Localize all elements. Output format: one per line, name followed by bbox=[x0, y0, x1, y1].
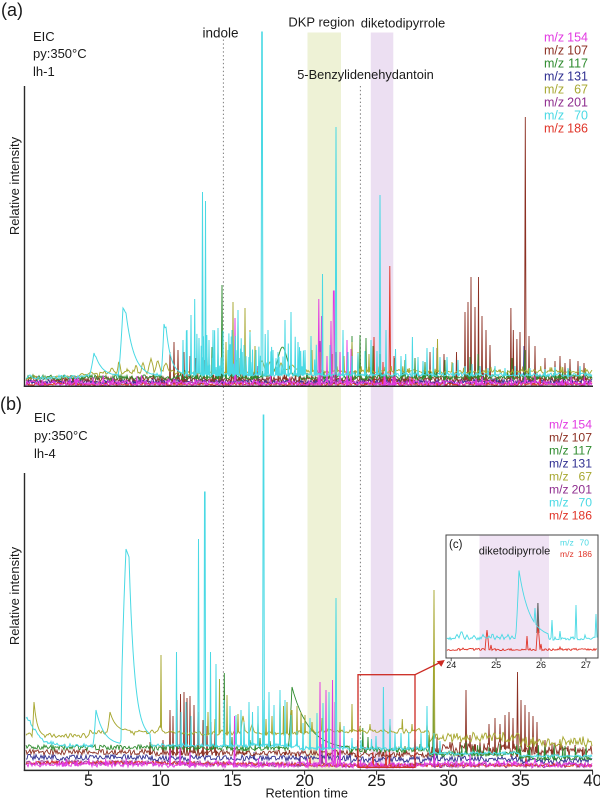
svg-text:py:350°C: py:350°C bbox=[33, 46, 87, 61]
svg-text:10: 10 bbox=[151, 772, 169, 790]
svg-text:Relative intensity: Relative intensity bbox=[7, 136, 22, 235]
svg-text:m/z: m/z bbox=[560, 549, 574, 559]
svg-text:27: 27 bbox=[581, 660, 591, 670]
svg-text:lh-4: lh-4 bbox=[34, 446, 56, 461]
svg-text:indole: indole bbox=[202, 26, 238, 41]
svg-text:m/z: m/z bbox=[549, 418, 569, 432]
svg-text:m/z: m/z bbox=[560, 538, 574, 548]
svg-text:201: 201 bbox=[567, 96, 588, 110]
svg-text:67: 67 bbox=[578, 470, 592, 484]
svg-text:154: 154 bbox=[572, 418, 593, 432]
svg-text:EIC: EIC bbox=[33, 29, 55, 44]
svg-text:m/z: m/z bbox=[544, 57, 564, 71]
svg-text:m/z: m/z bbox=[549, 483, 569, 497]
svg-text:25: 25 bbox=[367, 772, 385, 790]
svg-text:(a): (a) bbox=[1, 0, 23, 20]
svg-text:186: 186 bbox=[578, 549, 592, 559]
svg-text:py:350°C: py:350°C bbox=[34, 428, 88, 443]
svg-text:m/z: m/z bbox=[544, 109, 564, 123]
svg-text:26: 26 bbox=[536, 660, 546, 670]
svg-text:m/z: m/z bbox=[549, 470, 569, 484]
svg-text:(c): (c) bbox=[449, 539, 463, 551]
svg-text:70: 70 bbox=[578, 496, 592, 510]
svg-text:DKP region: DKP region bbox=[288, 15, 354, 30]
svg-text:107: 107 bbox=[567, 44, 588, 58]
svg-text:15: 15 bbox=[223, 772, 241, 790]
svg-text:m/z: m/z bbox=[549, 509, 569, 523]
svg-text:Retention time: Retention time bbox=[265, 786, 348, 801]
svg-text:m/z: m/z bbox=[544, 96, 564, 110]
svg-text:186: 186 bbox=[567, 122, 588, 136]
svg-text:30: 30 bbox=[439, 772, 457, 790]
svg-text:117: 117 bbox=[573, 444, 593, 458]
svg-text:201: 201 bbox=[572, 483, 593, 497]
svg-text:m/z: m/z bbox=[544, 70, 564, 84]
svg-text:m/z: m/z bbox=[549, 444, 569, 458]
svg-text:24: 24 bbox=[446, 660, 456, 670]
svg-text:m/z: m/z bbox=[549, 431, 569, 445]
svg-text:154: 154 bbox=[567, 31, 588, 45]
svg-text:m/z: m/z bbox=[544, 44, 564, 58]
svg-text:m/z: m/z bbox=[544, 31, 564, 45]
svg-text:m/z: m/z bbox=[544, 122, 564, 136]
svg-text:diketodipyrrole: diketodipyrrole bbox=[479, 546, 551, 558]
svg-text:186: 186 bbox=[572, 509, 593, 523]
svg-text:67: 67 bbox=[574, 83, 588, 97]
svg-text:EIC: EIC bbox=[34, 410, 56, 425]
svg-text:lh-1: lh-1 bbox=[33, 64, 55, 79]
svg-text:5-Benzylidenehydantoin: 5-Benzylidenehydantoin bbox=[297, 67, 434, 82]
svg-text:(b): (b) bbox=[0, 394, 22, 414]
svg-text:m/z: m/z bbox=[549, 457, 569, 471]
svg-text:20: 20 bbox=[295, 772, 313, 790]
svg-text:25: 25 bbox=[491, 660, 501, 670]
svg-text:70: 70 bbox=[580, 538, 590, 548]
svg-text:131: 131 bbox=[572, 457, 593, 471]
svg-text:5: 5 bbox=[84, 772, 93, 790]
svg-text:131: 131 bbox=[567, 70, 588, 84]
svg-text:Relative intensity: Relative intensity bbox=[7, 546, 22, 645]
svg-text:m/z: m/z bbox=[544, 83, 564, 97]
svg-text:117: 117 bbox=[568, 57, 588, 71]
svg-text:diketodipyrrole: diketodipyrrole bbox=[361, 16, 446, 31]
svg-text:107: 107 bbox=[572, 431, 593, 445]
svg-text:70: 70 bbox=[574, 109, 588, 123]
svg-text:m/z: m/z bbox=[549, 496, 569, 510]
svg-text:35: 35 bbox=[511, 772, 529, 790]
svg-text:40: 40 bbox=[583, 772, 600, 790]
